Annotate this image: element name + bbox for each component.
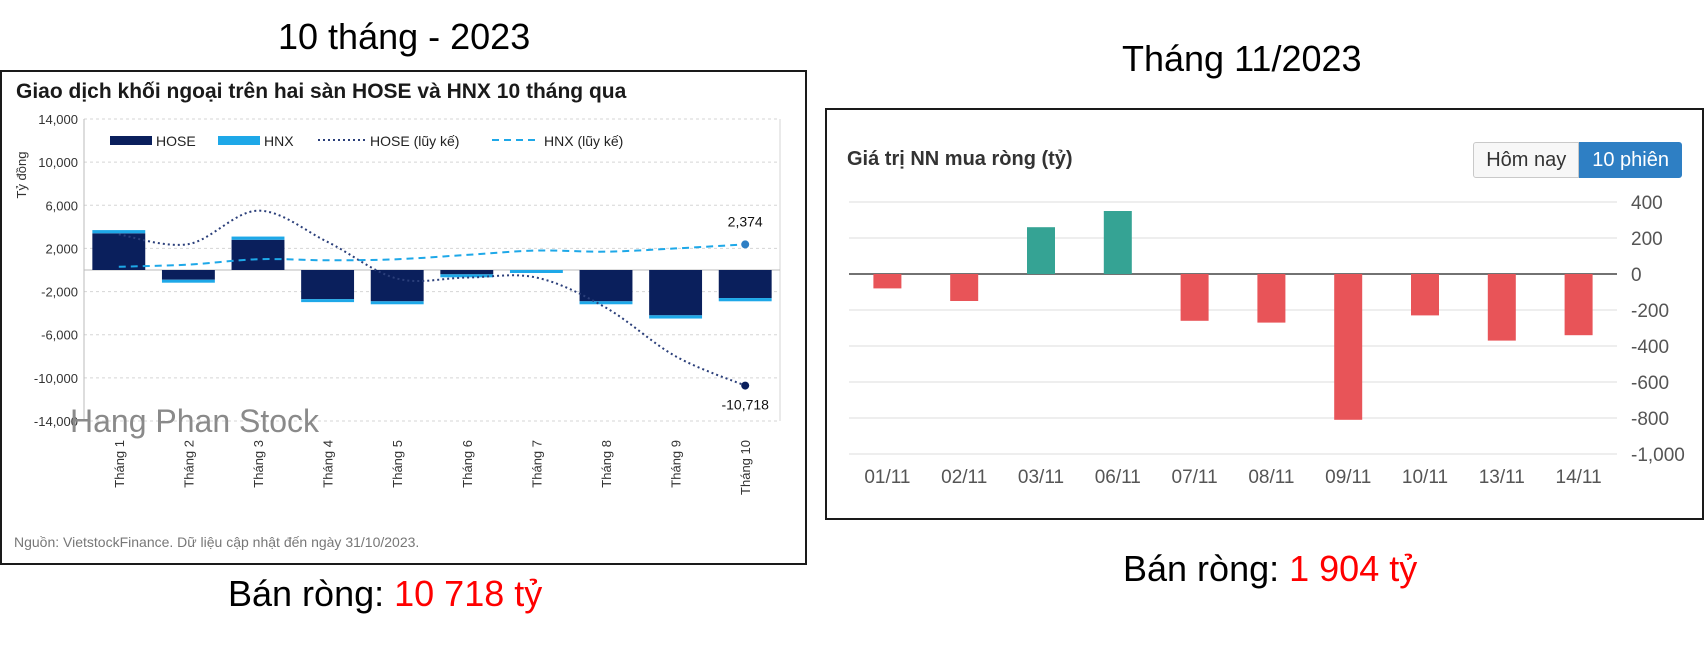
x-tick-label: Tháng 3: [251, 440, 266, 488]
right-heading: Tháng 11/2023: [1122, 38, 1362, 79]
y-axis-label: Tỷ đồng: [14, 152, 29, 199]
y-tick-label: -600: [1631, 373, 1669, 394]
legend-swatch: [218, 136, 260, 145]
net-buy-bar: [1411, 274, 1439, 316]
net-buy-bar: [1257, 274, 1286, 323]
chart-title: Giao dịch khối ngoại trên hai sàn HOSE v…: [16, 80, 627, 103]
y-tick-label: -2,000: [41, 285, 78, 300]
net-buy-bar: [1334, 274, 1363, 420]
legend-label: HNX: [264, 133, 294, 149]
legend-label: HNX (lũy kế): [544, 133, 623, 149]
left-heading: 10 tháng - 2023: [278, 16, 531, 57]
y-tick-label: 0: [1631, 265, 1642, 286]
net-buy-bar: [1180, 274, 1209, 321]
right-summary-label: Bán ròng:: [1123, 548, 1290, 589]
x-tick-label: 14/11: [1556, 467, 1602, 488]
x-tick-label: 10/11: [1402, 467, 1448, 488]
x-tick-label: 06/11: [1095, 467, 1141, 488]
x-tick-label: Tháng 6: [460, 440, 475, 488]
net-buy-bar: [950, 274, 979, 301]
right-chart: Giá trị NN mua ròng (tỷ) 400 200 0 -200 -400 -…: [847, 148, 1685, 488]
y-tick-label: 6,000: [45, 198, 78, 213]
source-note: Nguồn: VietstockFinance. Dữ liệu cập nhậ…: [14, 534, 419, 550]
hose-bar: [440, 270, 494, 275]
hnx-bar: [649, 315, 703, 319]
x-tick-label: 03/11: [1018, 467, 1064, 488]
x-tick-label: Tháng 10: [738, 440, 753, 495]
hose-bar: [718, 270, 772, 299]
hnx-bar: [509, 270, 563, 273]
hnx-bar: [301, 299, 355, 303]
hnx-bar: [161, 279, 215, 283]
hose-bar: [370, 270, 424, 302]
chart-title: Giá trị NN mua ròng (tỷ): [847, 148, 1073, 170]
x-tick-label: Tháng 9: [669, 440, 684, 488]
x-tick-label: Tháng 7: [529, 440, 544, 488]
x-tick-label: Tháng 4: [321, 440, 336, 488]
ten-sessions-button[interactable]: 10 phiên: [1579, 142, 1682, 178]
right-summary: Bán ròng: 1 904 tỷ: [1123, 548, 1417, 590]
net-buy-bar: [873, 274, 902, 289]
y-tick-label: 400: [1631, 193, 1663, 214]
y-tick-label: -1,000: [1631, 445, 1685, 466]
right-summary-value: 1 904 tỷ: [1289, 548, 1418, 589]
hose-bar: [301, 270, 355, 300]
y-tick-label: 200: [1631, 229, 1663, 250]
legend-label: HOSE (lũy kế): [370, 133, 459, 149]
hnx-bar: [231, 236, 285, 240]
hnx-end-label: 2,374: [728, 213, 763, 229]
y-tick-label: 10,000: [38, 155, 78, 170]
y-tick-label: -400: [1631, 337, 1669, 358]
x-tick-label: 13/11: [1479, 467, 1525, 488]
x-tick-label: 08/11: [1248, 467, 1294, 488]
left-chart: Giao dịch khối ngoại trên hai sàn HOSE v…: [14, 80, 781, 550]
net-buy-bar: [1564, 274, 1593, 336]
watermark: Hang Phan Stock: [70, 403, 320, 439]
hnx-end-marker: [741, 240, 750, 249]
y-tick-label: -10,000: [34, 371, 78, 386]
x-tick-label: 02/11: [941, 467, 987, 488]
x-tick-label: 07/11: [1172, 467, 1218, 488]
hose-end-label: -10,718: [721, 397, 769, 413]
net-buy-bar: [1487, 274, 1516, 341]
net-buy-bar: [1027, 227, 1055, 274]
hose-end-marker: [741, 381, 750, 390]
net-buy-bar: [1103, 211, 1132, 274]
hnx-bar: [579, 301, 633, 305]
period-toggle: Hôm nay 10 phiên: [1473, 142, 1682, 178]
legend-label: HOSE: [156, 133, 196, 149]
y-tick-label: -200: [1631, 301, 1669, 322]
left-summary: Bán ròng: 10 718 tỷ: [228, 573, 542, 615]
x-tick-label: Tháng 2: [181, 440, 196, 488]
x-tick-label: 01/11: [864, 467, 910, 488]
hnx-bar: [440, 274, 494, 278]
left-summary-label: Bán ròng:: [228, 573, 395, 614]
y-tick-label: 2,000: [45, 241, 78, 256]
left-summary-value: 10 718 tỷ: [394, 573, 543, 614]
hnx-bar: [92, 230, 146, 234]
y-tick-label: 14,000: [38, 112, 78, 127]
hose-bar: [161, 270, 215, 280]
hose-bar: [92, 233, 146, 270]
today-button[interactable]: Hôm nay: [1473, 142, 1580, 178]
x-tick-label: Tháng 5: [390, 440, 405, 488]
left-chart-panel: Giao dịch khối ngoại trên hai sàn HOSE v…: [0, 70, 807, 565]
hnx-bar: [718, 298, 772, 302]
x-tick-label: Tháng 1: [112, 440, 127, 488]
hnx-bar: [370, 301, 424, 305]
legend-swatch: [110, 136, 152, 145]
y-tick-label: -6,000: [41, 328, 78, 343]
hose-bar: [231, 239, 285, 270]
right-chart-panel: Giá trị NN mua ròng (tỷ) 400 200 0 -200 -400 -…: [825, 108, 1704, 520]
x-tick-label: Tháng 8: [599, 440, 614, 488]
x-tick-label: 09/11: [1325, 467, 1371, 488]
y-tick-label: -14,000: [34, 414, 78, 429]
y-tick-label: -800: [1631, 409, 1669, 430]
hnx-cumulative-line: [118, 243, 746, 268]
hose-bar: [579, 270, 633, 302]
hose-bar: [649, 270, 703, 316]
